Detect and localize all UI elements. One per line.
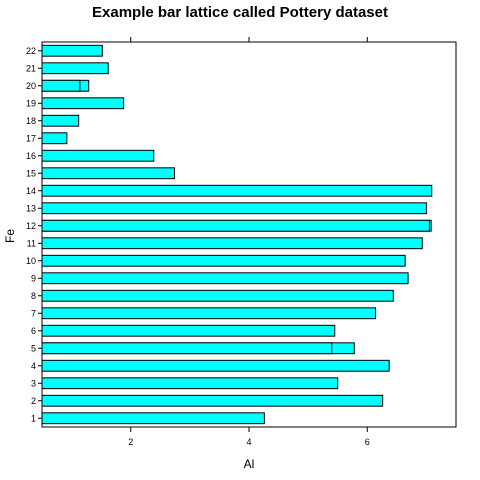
bar-12-2 — [41, 219, 430, 232]
bar-7 — [41, 307, 377, 320]
y-tick-label-6: 6 — [31, 326, 36, 336]
y-tick-label-3: 3 — [31, 378, 36, 388]
bar-21 — [41, 62, 109, 75]
y-tick-label-4: 4 — [31, 361, 36, 371]
bar-4 — [41, 359, 390, 372]
bar-17 — [41, 132, 68, 145]
chart-title: Example bar lattice called Pottery datas… — [92, 4, 388, 21]
bar-9 — [41, 272, 409, 285]
y-tick-label-12: 12 — [26, 221, 36, 231]
y-tick-label-2: 2 — [31, 396, 36, 406]
y-tick-label-11: 11 — [27, 238, 36, 248]
x-tick-label-6: 6 — [365, 437, 370, 447]
y-tick-label-21: 21 — [26, 63, 36, 73]
bar-8 — [41, 289, 394, 302]
x-tick-label-2: 2 — [128, 437, 133, 447]
bar-22 — [41, 44, 103, 57]
x-tick-label-4: 4 — [246, 437, 251, 447]
y-tick-label-5: 5 — [31, 343, 36, 353]
y-axis-label: Fe — [3, 229, 17, 243]
bar-10 — [41, 254, 406, 267]
bar-1 — [41, 412, 265, 425]
y-tick-label-20: 20 — [26, 81, 36, 91]
bar-11 — [41, 237, 423, 250]
bar-14 — [41, 184, 433, 197]
bar-5-2 — [41, 342, 333, 355]
y-tick-label-22: 22 — [26, 46, 36, 56]
bar-13 — [41, 202, 427, 215]
y-tick-label-13: 13 — [26, 203, 36, 213]
bar-3 — [41, 377, 339, 390]
y-tick-label-18: 18 — [26, 116, 36, 126]
y-tick-label-14: 14 — [26, 186, 36, 196]
bars-layer — [41, 44, 433, 425]
y-tick-label-19: 19 — [26, 98, 36, 108]
x-axis-label: Al — [244, 457, 255, 471]
y-tick-label-15: 15 — [26, 168, 36, 178]
bar-20-2 — [41, 79, 81, 92]
plot-frame — [41, 41, 457, 428]
bar-6 — [41, 324, 336, 337]
y-tick-label-7: 7 — [31, 308, 36, 318]
y-tick-label-1: 1 — [31, 413, 36, 423]
y-tick-label-16: 16 — [26, 151, 36, 161]
bar-2 — [41, 394, 384, 407]
bar-15 — [41, 167, 175, 180]
y-tick-label-9: 9 — [31, 273, 36, 283]
bar-18 — [41, 114, 80, 127]
y-tick-label-10: 10 — [26, 256, 36, 266]
bar-19 — [41, 97, 125, 110]
y-tick-label-17: 17 — [26, 133, 36, 143]
bar-16 — [41, 149, 155, 162]
y-tick-label-8: 8 — [31, 291, 36, 301]
